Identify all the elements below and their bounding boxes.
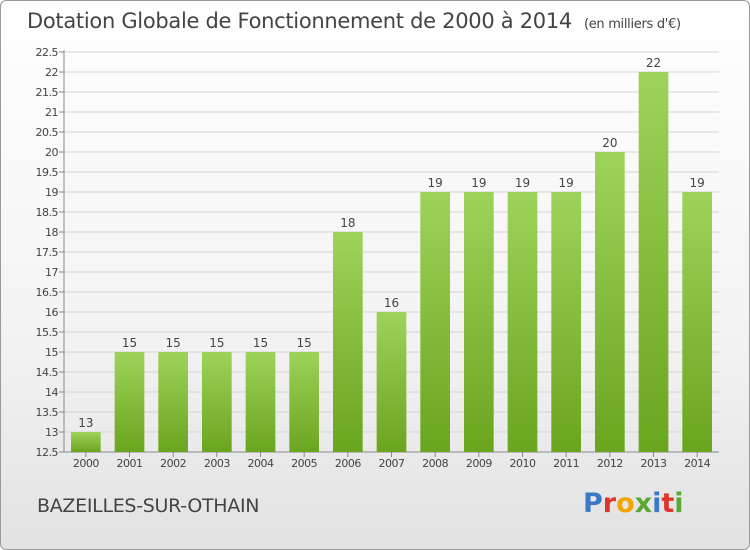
logo-letter: o	[616, 488, 635, 519]
bar	[332, 232, 363, 452]
commune-name: BAZEILLES-SUR-OTHAIN	[37, 495, 260, 517]
chart-title-text: Dotation Globale de Fonctionnement de 20…	[27, 9, 572, 33]
bar-value-label: 16	[384, 296, 399, 310]
y-tick-label: 14.5	[36, 366, 59, 379]
bars	[70, 72, 713, 452]
bar-value-label: 20	[602, 136, 617, 150]
bar	[638, 72, 669, 452]
logo-letter: i	[674, 488, 684, 519]
chart-title: Dotation Globale de Fonctionnement de 20…	[27, 9, 681, 33]
bar	[507, 192, 538, 452]
bar	[376, 312, 407, 452]
x-tick-label: 2012	[597, 457, 623, 470]
bar	[682, 192, 713, 452]
y-tick-label: 20.5	[36, 126, 59, 139]
bar-value-label: 19	[559, 176, 574, 190]
proxiti-logo: Proxiti	[583, 488, 684, 519]
y-tick-label: 13.5	[36, 406, 59, 419]
logo-letter: P	[583, 488, 603, 519]
bar-value-label: 13	[78, 416, 93, 430]
bar	[201, 352, 232, 452]
y-tick-label: 20	[45, 146, 58, 159]
y-tick-label: 16	[45, 306, 58, 319]
bar	[158, 352, 189, 452]
bar-value-label: 19	[428, 176, 443, 190]
bar	[551, 192, 582, 452]
bar-value-label: 15	[209, 336, 224, 350]
bar	[245, 352, 276, 452]
bar-value-label: 18	[340, 216, 355, 230]
bar-value-label: 19	[515, 176, 530, 190]
bar	[114, 352, 145, 452]
x-tick-label: 2008	[422, 457, 448, 470]
x-tick-label: 2005	[291, 457, 317, 470]
x-tick-label: 2001	[117, 457, 143, 470]
x-tick-label: 2000	[73, 457, 99, 470]
bar-value-label: 15	[253, 336, 268, 350]
bar-value-label: 19	[690, 176, 705, 190]
y-tick-label: 17	[45, 266, 58, 279]
y-tick-label: 18.5	[36, 206, 59, 219]
y-tick-label: 22.5	[36, 46, 59, 59]
logo-letter: r	[602, 488, 617, 519]
bar-value-label: 15	[166, 336, 181, 350]
y-tick-label: 19	[45, 186, 58, 199]
bar-value-label: 15	[297, 336, 312, 350]
y-tick-label: 21	[45, 106, 58, 119]
x-tick-label: 2004	[248, 457, 274, 470]
y-tick-label: 15	[45, 346, 58, 359]
y-tick-label: 15.5	[36, 326, 59, 339]
y-tick-label: 21.5	[36, 86, 59, 99]
x-tick-label: 2007	[379, 457, 405, 470]
bar-value-label: 22	[646, 56, 661, 70]
bar-value-label: 15	[122, 336, 137, 350]
x-tick-label: 2014	[684, 457, 710, 470]
y-tick-label: 12.5	[36, 446, 59, 459]
y-tick-label: 16.5	[36, 286, 59, 299]
y-tick-label: 17.5	[36, 246, 59, 259]
logo-letter: x	[634, 488, 653, 519]
y-tick-label: 19.5	[36, 166, 59, 179]
chart-unit: (en milliers d'€)	[583, 17, 681, 32]
y-tick-label: 14	[45, 386, 58, 399]
x-tick-label: 2009	[466, 457, 492, 470]
x-tick-label: 2010	[510, 457, 536, 470]
x-tick-label: 2002	[160, 457, 186, 470]
x-tick-label: 2011	[553, 457, 579, 470]
data-labels: 13 15 15 15 15 15 18 16 19 19 19 19 20 22 19	[78, 56, 705, 430]
logo-letter: i	[652, 488, 662, 519]
bar	[70, 432, 101, 452]
bar	[463, 192, 494, 452]
y-tick-label: 13	[45, 426, 58, 439]
logo-letter: t	[661, 488, 675, 519]
bar	[420, 192, 451, 452]
x-tick-label: 2013	[641, 457, 667, 470]
bar	[594, 152, 625, 452]
y-tick-label: 22	[45, 66, 58, 79]
y-tick-label: 18	[45, 226, 58, 239]
bar-value-label: 19	[471, 176, 486, 190]
x-tick-label: 2006	[335, 457, 361, 470]
x-tick-label: 2003	[204, 457, 230, 470]
bar	[289, 352, 320, 452]
